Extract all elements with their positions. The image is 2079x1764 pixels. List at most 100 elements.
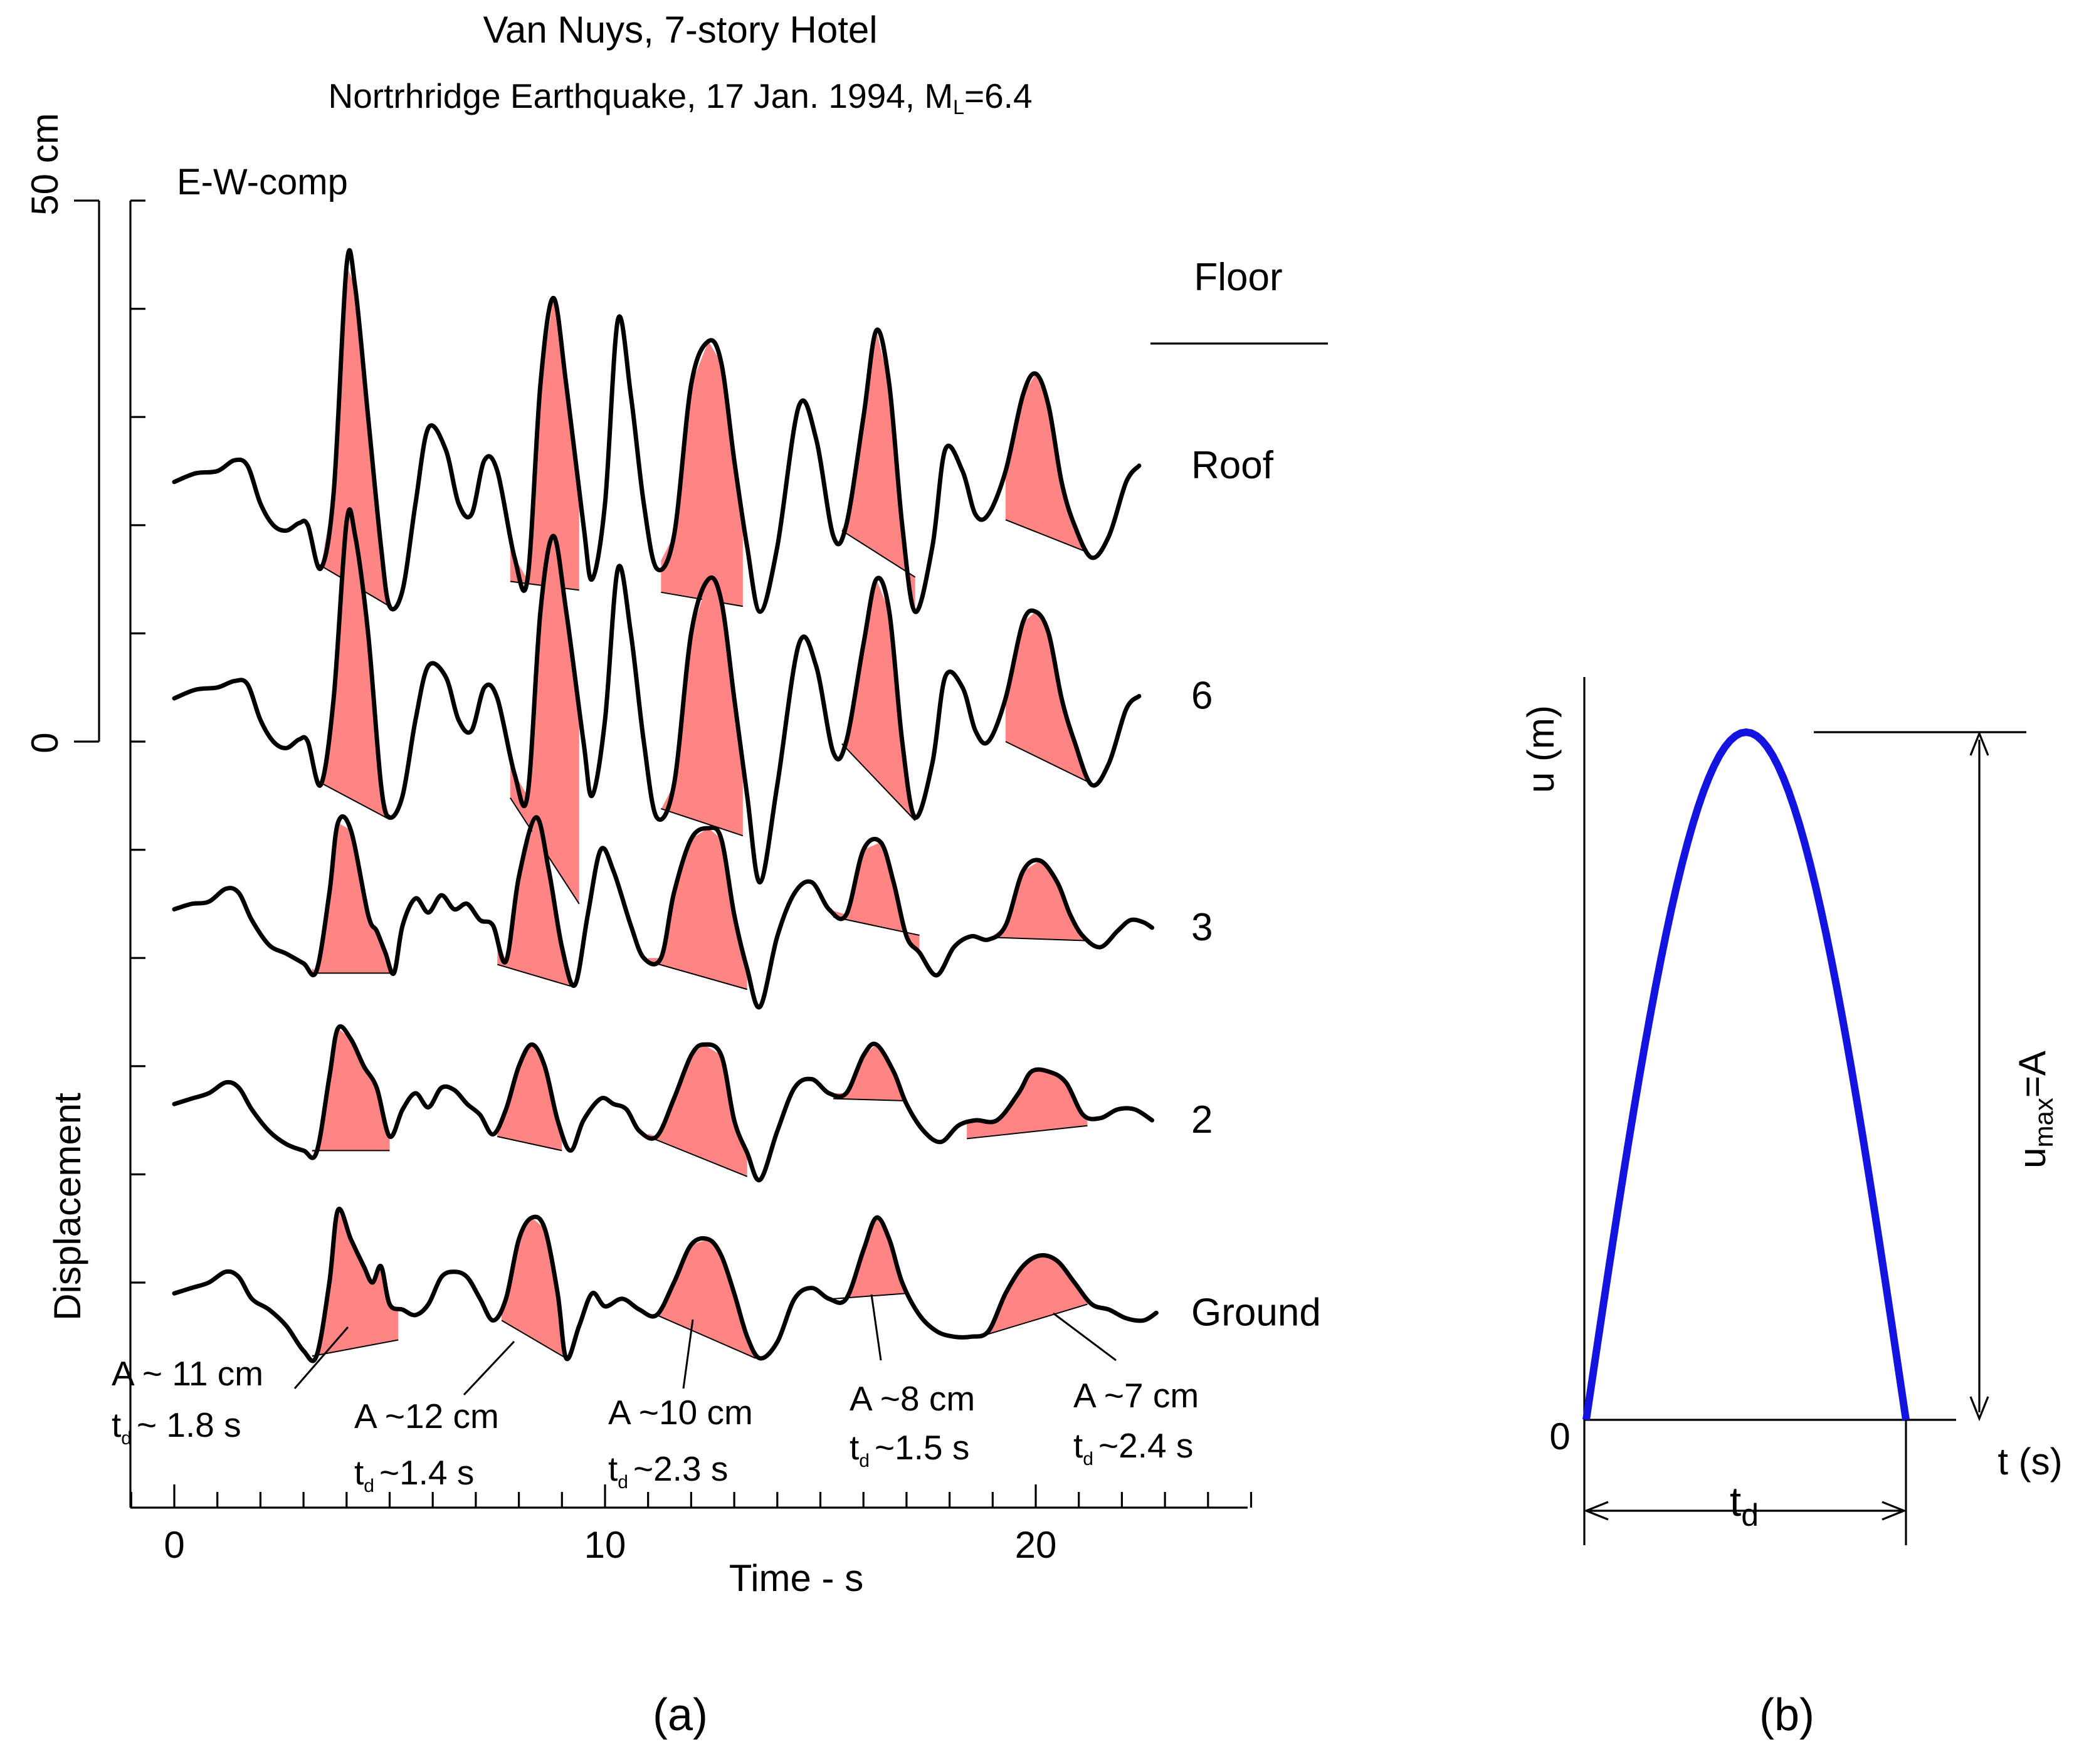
panel-b-label: (b) — [1759, 1690, 1814, 1740]
pulse-area-6-1 — [316, 522, 390, 820]
amplitude-label-sub: max — [2029, 1098, 2058, 1147]
duration-label-sub: d — [1741, 1498, 1759, 1533]
pulse-area-roof-3 — [661, 341, 743, 607]
duration-arrow-left — [1583, 1501, 1609, 1521]
annotation-amplitude-1: A ~ 11 cm — [112, 1354, 263, 1393]
annotation-td-value-3: ~2.3 s — [633, 1449, 728, 1488]
pulse-area-3-3 — [648, 828, 747, 990]
amplitude-label: umax=A — [2011, 1051, 2058, 1168]
trace-roof — [172, 248, 1142, 614]
pulse-area-2-1 — [312, 1028, 390, 1153]
displacement-traces — [172, 248, 1159, 1363]
y-axis-label: Displacement — [46, 1093, 88, 1321]
annotation-t-1: t — [112, 1405, 121, 1444]
pulse-baseline-ground-3 — [656, 1314, 756, 1359]
pulse-baseline-3-3 — [648, 960, 747, 990]
annotation-td-value-5: ~2.4 s — [1098, 1426, 1193, 1465]
annotation-duration-2: td ~1.4 s — [354, 1453, 474, 1496]
pulse-baseline-ground-1 — [312, 1339, 399, 1357]
pulse-area-2-4 — [833, 1044, 907, 1105]
annotation-leader-4 — [870, 1294, 882, 1361]
pulse-baseline-2-4 — [833, 1098, 907, 1102]
annotation-t-sub-4: d — [859, 1451, 870, 1471]
pulse-area-roof-2 — [510, 298, 579, 591]
trace-3 — [172, 814, 1154, 1010]
scale-bar-bottom-label: 0 — [24, 732, 66, 753]
annotation-leader-1 — [293, 1326, 349, 1389]
pulse-baseline-ground-5 — [979, 1303, 1088, 1338]
pulse-baseline-2-3 — [648, 1136, 748, 1177]
annotation-t-3: t — [608, 1449, 618, 1488]
pulse-annotations: A ~ 11 cm td ~ 1.8 s A ~12 cm td ~1.4 s A … — [112, 1294, 1199, 1496]
legend-title: Floor — [1194, 256, 1282, 299]
amplitude-arrow-bottom — [1969, 1396, 1989, 1422]
duration-label: td — [1730, 1478, 1759, 1533]
pulse-area-3-2 — [497, 817, 571, 987]
trace-6 — [172, 507, 1142, 885]
pulse-area-roof-1 — [316, 265, 390, 607]
pulse-area-6-5 — [1005, 611, 1088, 782]
annotation-duration-1: td ~ 1.8 s — [112, 1405, 241, 1449]
annotation-t-sub-5: d — [1083, 1449, 1093, 1469]
pulse-area-6-4 — [841, 579, 915, 821]
annotation-t-sub-2: d — [364, 1476, 374, 1496]
amplitude-label-u: u — [2011, 1148, 2053, 1168]
pulse-baseline-6-1 — [316, 780, 390, 821]
annotation-td-value-1: ~ 1.8 s — [137, 1405, 241, 1444]
annotation-duration-4: td ~1.5 s — [850, 1428, 969, 1471]
annotation-amplitude-2: A ~12 cm — [354, 1397, 499, 1436]
trace-ground — [172, 1206, 1159, 1363]
pulse-baseline-roof-4 — [841, 530, 916, 578]
half-sine-curve — [1582, 728, 1910, 1420]
x-tick-label: 20 — [1015, 1524, 1057, 1566]
annotation-t-2: t — [354, 1453, 364, 1492]
floor-label-2: 2 — [1191, 1098, 1213, 1142]
pulse-area-6-2 — [510, 536, 579, 904]
y-axis-ticks — [130, 199, 145, 1284]
annotation-leader-3 — [682, 1319, 694, 1389]
panel-b-x-label: t (s) — [1997, 1441, 2062, 1483]
amplitude-arrow-top — [1969, 730, 1989, 756]
pulse-area-6-3 — [661, 579, 743, 836]
subtitle-tail: =6.4 — [964, 76, 1033, 115]
floor-label-3: 3 — [1191, 906, 1213, 949]
pulse-baseline-roof-5 — [1005, 519, 1088, 553]
pulse-area-ground-5 — [979, 1255, 1088, 1337]
annotation-amplitude-3: A ~10 cm — [608, 1393, 753, 1432]
panel-b-y-label: u (m) — [1520, 705, 1562, 793]
floor-label-ground: Ground — [1191, 1291, 1321, 1334]
trace-2 — [172, 1024, 1154, 1182]
component-label: E-W-comp — [177, 162, 348, 202]
chart-subtitle: Nortrhridge Earthquake, 17 Jan. 1994, ML… — [328, 76, 1032, 118]
pulse-baseline-roof-3 — [661, 591, 744, 607]
panel-b: u (m) t (s) 0 umax=A td (b) — [1520, 677, 2063, 1740]
pulse-baseline-3-5 — [992, 937, 1088, 942]
annotation-leader-2 — [463, 1340, 515, 1396]
pulse-area-roof-4 — [841, 330, 915, 612]
x-tick-label: 10 — [584, 1524, 626, 1566]
x-axis-label: Time - s — [729, 1557, 863, 1599]
panel-a-label: (a) — [653, 1690, 708, 1740]
annotation-amplitude-5: A ~7 cm — [1073, 1376, 1199, 1415]
x-axis-ticks: 0 10 20 — [130, 1484, 1253, 1566]
chart-title: Van Nuys, 7-story Hotel — [483, 9, 877, 51]
panel-b-origin: 0 — [1549, 1415, 1570, 1457]
duration-label-t: t — [1730, 1478, 1741, 1525]
pulse-area-3-1 — [312, 822, 390, 974]
annotation-amplitude-4: A ~8 cm — [850, 1379, 975, 1418]
annotation-leader-5 — [1053, 1312, 1117, 1362]
annotation-t-4: t — [850, 1428, 859, 1467]
pulse-baseline-3-2 — [497, 963, 571, 987]
scale-bar-top-label: 50 cm — [24, 113, 66, 215]
x-tick-label: 0 — [164, 1524, 184, 1566]
annotation-td-value-2: ~1.4 s — [379, 1453, 474, 1492]
annotation-td-value-4: ~1.5 s — [875, 1428, 969, 1467]
pulse-area-3-5 — [992, 860, 1088, 941]
pulse-baseline-6-3 — [660, 808, 744, 837]
floor-labels: Roof 6 3 2 Ground — [1191, 444, 1321, 1334]
pulse-area-2-3 — [648, 1044, 747, 1177]
floor-label-6: 6 — [1191, 675, 1213, 718]
annotation-duration-5: td ~2.4 s — [1073, 1426, 1193, 1469]
pulse-baseline-ground-2 — [501, 1320, 567, 1359]
